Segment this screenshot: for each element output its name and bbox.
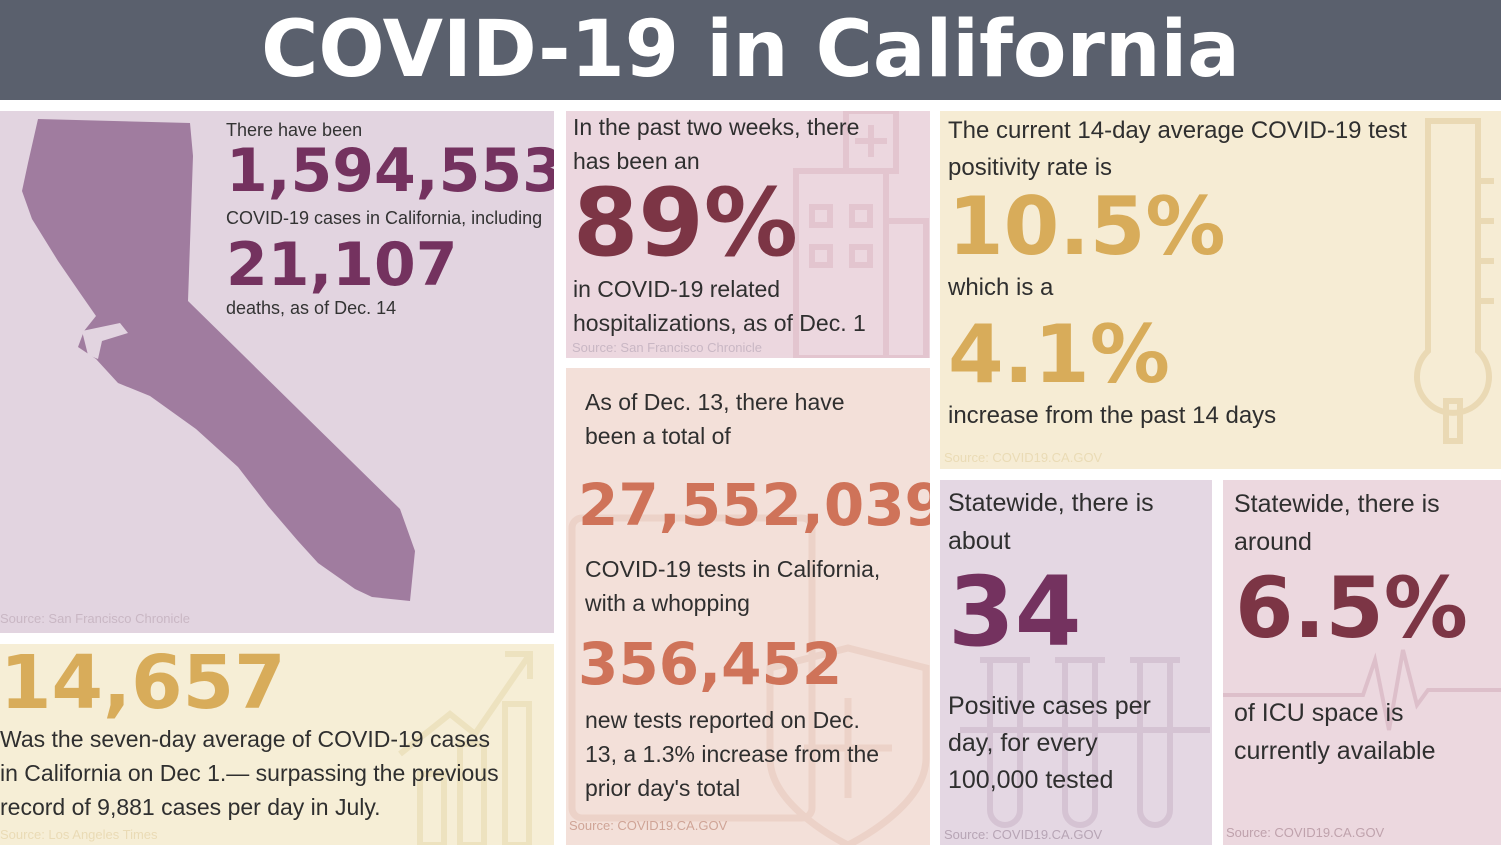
positivity-source: Source: COVID19.CA.GOV [944,450,1103,465]
deaths-total: 21,107 [226,230,458,300]
tests-line2: been a total of [585,423,731,449]
test-tubes-icon [960,657,1210,828]
icu-value: 6.5% [1235,559,1468,657]
tests-line1: As of Dec. 13, there have [585,389,845,415]
average-line1: Was the seven-day average of COVID-19 ca… [0,726,491,752]
positivity-increase: 4.1% [948,308,1170,401]
tests-line7: prior day's total [585,775,741,801]
icu-line1: Statewide, there is [1234,490,1440,518]
icu-line4: currently available [1234,737,1436,765]
cases-intro: There have been [226,120,363,140]
growth-chart-icon [398,651,533,845]
positivity-line3: which is a [948,274,1054,301]
per-capita-line2: about [948,527,1011,555]
heartbeat-icon [1223,649,1501,731]
per-capita-value: 34 [948,556,1082,668]
per-capita-line5: 100,000 tested [948,766,1114,794]
icu-panel: Statewide, there is around 6.5% of ICU s… [1223,480,1501,845]
hosp-line2: has been an [573,148,700,174]
positivity-line2: positivity rate is [948,154,1113,181]
page-header: COVID-19 in California [0,0,1501,100]
per-capita-source: Source: COVID19.CA.GOV [944,827,1103,842]
positivity-panel: The current 14-day average COVID-19 test… [940,111,1501,469]
icu-line3: of ICU space is [1234,699,1404,727]
per-capita-panel: Statewide, there is about 34 Positive ca… [940,480,1212,845]
average-source: Source: Los Angeles Times [0,827,158,842]
tests-new: 356,452 [578,630,843,698]
hospitalizations-panel: In the past two weeks, there has been an… [566,111,930,358]
icu-line2: around [1234,528,1312,556]
hosp-line4: hospitalizations, as of Dec. 1 [573,310,866,336]
cases-total: 1,594,553 [226,136,554,206]
hosp-source: Source: San Francisco Chronicle [572,340,763,355]
cases-label: COVID-19 cases in California, including [226,208,543,228]
tests-panel: As of Dec. 13, there have been a total o… [566,368,930,845]
tests-line4: with a whopping [585,590,750,616]
cases-source: Source: San Francisco Chronicle [0,611,191,626]
deaths-label: deaths, as of Dec. 14 [226,298,397,318]
average-line3: record of 9,881 cases per day in July. [0,794,381,820]
per-capita-line3: Positive cases per [948,692,1151,720]
icu-source: Source: COVID19.CA.GOV [1226,825,1385,840]
hospital-building-icon [793,111,929,358]
per-capita-line4: day, for every [948,729,1098,757]
tests-line5: new tests reported on Dec. [585,707,860,733]
page-title: COVID-19 in California [261,5,1240,95]
hosp-line1: In the past two weeks, there [573,114,860,140]
positivity-line1: The current 14-day average COVID-19 test [948,117,1407,144]
seven-day-average-panel: 14,657 Was the seven-day average of COVI… [0,644,554,845]
thermometer-icon [1414,118,1494,444]
hosp-line3: in COVID-19 related [573,276,781,302]
california-map-icon [22,119,415,601]
positivity-rate: 10.5% [948,180,1226,273]
tests-line6: 13, a 1.3% increase from the [585,741,880,767]
positivity-line4: increase from the past 14 days [948,402,1277,429]
per-capita-line1: Statewide, there is [948,489,1154,517]
tests-line3: COVID-19 tests in California, [585,556,881,582]
cases-panel: There have been 1,594,553 COVID-19 cases… [0,111,554,633]
average-line2: in California on Dec 1.— surpassing the … [0,760,499,786]
average-value: 14,657 [0,644,286,726]
tests-total: 27,552,039 [578,471,930,539]
tests-source: Source: COVID19.CA.GOV [569,818,728,833]
hosp-value: 89% [573,169,798,278]
